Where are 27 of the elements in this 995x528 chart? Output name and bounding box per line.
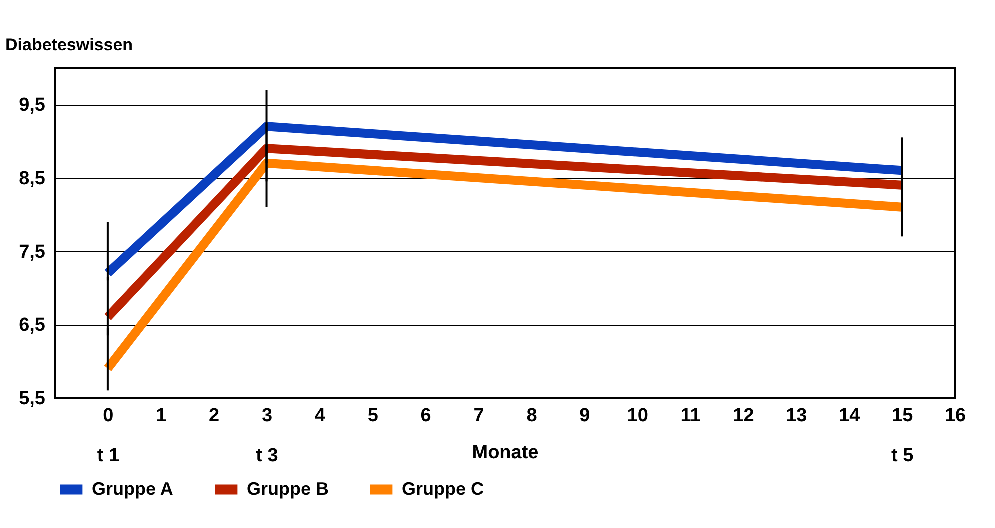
x-tick-label: 1: [156, 406, 168, 426]
x-tick-label: 10: [627, 406, 648, 426]
x-tick-label: 13: [786, 406, 808, 426]
x-tick-label: 15 t 5: [891, 406, 914, 466]
x-tick-label: 16: [944, 406, 966, 426]
x-tick-label: 3 t 3: [256, 406, 278, 466]
x-tick-label: 7: [474, 406, 484, 426]
y-tick-label: 9,5: [19, 95, 46, 116]
y-axis-title: Diabeteswissen: [6, 36, 134, 54]
y-tick-label: 7,5: [19, 242, 46, 263]
y-tick-label: 6,5: [19, 315, 46, 336]
x-tick-label: 6: [420, 406, 432, 426]
x-tick-label: 4: [314, 406, 326, 426]
x-tick-label: 11: [680, 406, 702, 426]
legend-label: Gruppe A: [92, 478, 174, 499]
x-tick-label: 14: [839, 406, 861, 426]
y-tick-label: 5,5: [19, 388, 46, 410]
legend-label: Gruppe B: [247, 478, 330, 499]
legend-label: Gruppe C: [402, 478, 484, 499]
x-axis-title: Monate: [472, 442, 539, 464]
y-tick-label: 8,5: [19, 168, 46, 190]
x-tick-label: 2: [209, 406, 220, 426]
x-tick-label: 12: [733, 406, 754, 426]
x-tick-label: 0 t 1: [97, 406, 120, 466]
x-tick-label: 9: [580, 406, 590, 426]
x-tick-label: 5: [368, 406, 379, 426]
x-tick-label: 8: [526, 406, 538, 426]
